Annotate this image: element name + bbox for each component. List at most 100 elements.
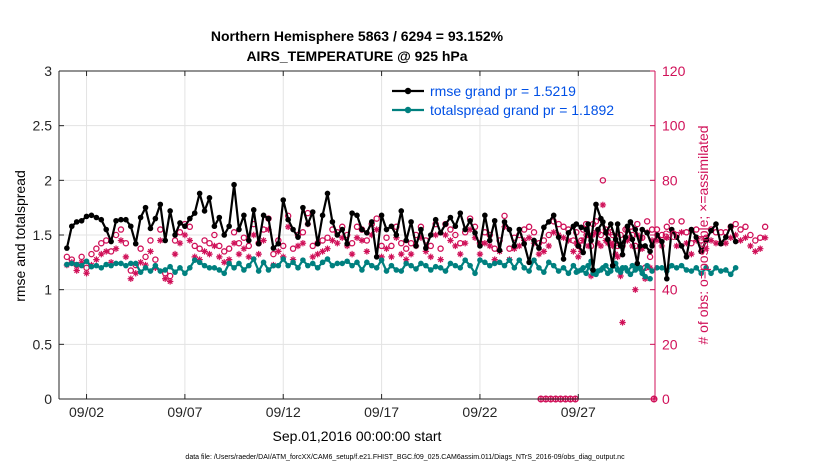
rmse-point xyxy=(216,214,223,221)
obs-assimilated-marker xyxy=(103,248,110,255)
obs-assimilated-marker xyxy=(260,237,267,244)
obs-assimilated-marker xyxy=(398,250,405,258)
obs-assimilated-marker xyxy=(573,240,580,247)
totalspread-point xyxy=(118,260,124,267)
totalspread-point xyxy=(713,265,719,271)
obs-possible-marker xyxy=(599,177,607,184)
totalspread-point xyxy=(123,262,129,269)
totalspread-point xyxy=(708,270,714,277)
rmse-point xyxy=(255,240,262,247)
obs-assimilated-marker xyxy=(402,256,410,263)
obs-assimilated-marker xyxy=(319,248,326,255)
totalspread-point xyxy=(314,265,321,271)
totalspread-point xyxy=(157,268,164,274)
totalspread-point xyxy=(437,265,444,271)
totalspread-point xyxy=(545,259,552,266)
rmse-point xyxy=(585,221,591,227)
totalspread-point xyxy=(300,257,306,263)
obs-possible-marker xyxy=(491,245,498,252)
rmse-point xyxy=(364,230,370,236)
rmse-point xyxy=(398,208,405,214)
y-tick-label-right: 80 xyxy=(662,172,678,188)
totalspread-point xyxy=(683,267,690,273)
obs-possible-marker xyxy=(201,237,208,244)
obs-assimilated-marker xyxy=(107,259,115,266)
rmse-point xyxy=(64,245,70,251)
obs-assimilated-marker xyxy=(191,253,198,261)
y-tick-label-right: 20 xyxy=(662,336,678,352)
obs-assimilated-marker xyxy=(275,248,282,255)
y-tick-label-right: 0 xyxy=(662,391,670,407)
y-tick-label-left: 0.5 xyxy=(33,336,53,352)
rmse-point xyxy=(319,212,326,219)
totalspread-point xyxy=(723,267,729,273)
totalspread-point xyxy=(654,265,660,271)
obs-possible-marker xyxy=(643,218,651,225)
obs-assimilated-marker xyxy=(540,248,548,255)
obs-assimilated-marker xyxy=(186,237,194,244)
rmse-point xyxy=(344,240,350,247)
totalspread-point xyxy=(565,270,572,277)
rmse-point xyxy=(486,237,493,244)
obs-assimilated-marker xyxy=(727,234,734,241)
rmse-point xyxy=(423,245,429,251)
totalspread-point xyxy=(457,265,464,271)
obs-assimilated-marker xyxy=(127,275,134,282)
rmse-line xyxy=(575,203,651,253)
obs-assimilated-marker xyxy=(617,272,624,280)
rmse-point xyxy=(545,219,552,225)
rmse-point xyxy=(708,227,714,234)
obs-assimilated-marker xyxy=(722,240,730,247)
obs-assimilated-marker xyxy=(166,278,174,285)
obs-assimilated-marker xyxy=(550,229,557,236)
totalspread-point xyxy=(265,267,272,273)
rmse-point xyxy=(612,236,619,243)
obs-assimilated-marker xyxy=(309,253,316,261)
rmse-point xyxy=(593,201,599,208)
obs-possible-marker xyxy=(171,237,179,244)
totalspread-point xyxy=(467,262,473,269)
rmse-point xyxy=(683,254,690,260)
rmse-point xyxy=(536,245,542,251)
rmse-point xyxy=(83,213,90,220)
obs-possible-marker xyxy=(240,234,248,241)
chart-title-line1: Northern Hemisphere 5863 / 6294 = 93.152… xyxy=(211,28,504,44)
rmse-point xyxy=(413,243,419,249)
obs-assimilated-marker xyxy=(294,242,302,250)
obs-possible-marker xyxy=(668,218,675,225)
rmse-point xyxy=(565,230,572,236)
rmse-point xyxy=(137,214,144,221)
rmse-point xyxy=(649,243,655,249)
rmse-point xyxy=(575,243,582,249)
obs-assimilated-marker xyxy=(452,242,459,250)
totalspread-point xyxy=(506,257,513,263)
totalspread-point xyxy=(718,268,724,274)
rmse-point xyxy=(270,245,277,251)
totalspread-point xyxy=(290,259,296,266)
rmse-point xyxy=(642,243,648,249)
y-tick-label-right: 40 xyxy=(662,282,678,298)
obs-assimilated-marker xyxy=(378,253,385,261)
rmse-point xyxy=(118,216,124,223)
totalspread-point xyxy=(113,260,119,267)
obs-assimilated-marker xyxy=(592,229,600,236)
rmse-point xyxy=(241,212,247,219)
rmse-point xyxy=(206,195,213,201)
totalspread-point xyxy=(152,262,159,269)
totalspread-point xyxy=(678,262,685,269)
obs-possible-marker xyxy=(309,242,316,250)
rmse-point xyxy=(73,219,80,225)
totalspread-point xyxy=(637,265,644,271)
rmse-point xyxy=(127,223,134,230)
y-tick-label-left: 0 xyxy=(44,391,52,407)
obs-assimilated-marker xyxy=(83,270,90,277)
obs-possible-marker xyxy=(117,226,125,233)
totalspread-point xyxy=(142,265,149,271)
totalspread-point xyxy=(491,260,498,267)
totalspread-point xyxy=(98,265,105,271)
rmse-point xyxy=(632,226,639,233)
totalspread-point xyxy=(339,260,346,267)
totalspread-point xyxy=(403,260,409,267)
rmse-point xyxy=(639,226,646,233)
obs-possible-marker xyxy=(289,245,297,252)
